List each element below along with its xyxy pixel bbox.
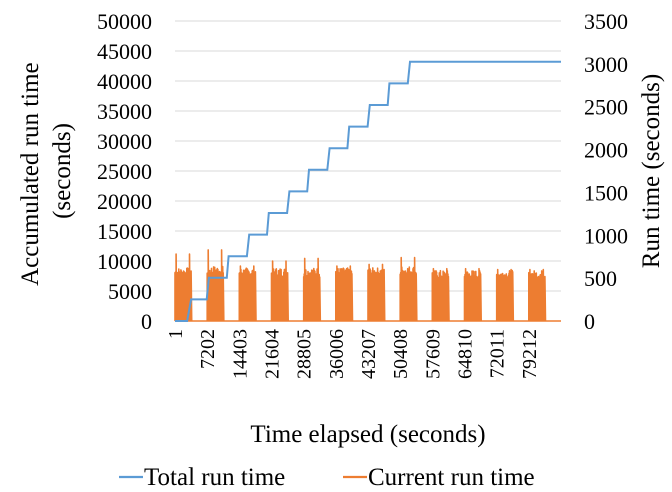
y-axis-right-title: Run time (seconds) xyxy=(638,74,665,268)
y-right-tick-label: 3500 xyxy=(584,9,628,34)
y-left-tick-label: 30000 xyxy=(97,129,152,154)
y-right-tick-label: 1000 xyxy=(584,223,628,248)
y-right-tick-label: 2500 xyxy=(584,95,628,120)
x-tick-labels: 1 7202 14403 21604 28805 36006 43207 50408 57609… xyxy=(165,329,541,379)
x-tick-label: 43207 xyxy=(358,329,380,379)
y-left-tick-label: 10000 xyxy=(97,249,152,274)
legend-label-current: Current run time xyxy=(368,464,535,491)
y-left-tick-label: 20000 xyxy=(97,189,152,214)
y-left-tick-label: 25000 xyxy=(97,159,152,184)
x-tick-label: 14403 xyxy=(229,329,251,379)
y-right-tick-label: 2000 xyxy=(584,138,628,163)
y-right-tick-label: 0 xyxy=(584,309,595,334)
y-right-tick-label: 3000 xyxy=(584,52,628,77)
x-tick-label: 72011 xyxy=(487,329,509,378)
x-tick-label: 64810 xyxy=(455,329,477,379)
left-y-tick-labels: 0 5000 10000 15000 20000 25000 30000 35000 40000… xyxy=(97,9,152,334)
total-run-time-line xyxy=(175,60,561,322)
right-y-tick-labels: 0 500 1000 1500 2000 2500 3000 3500 xyxy=(584,9,628,334)
y-left-tick-label: 35000 xyxy=(97,99,152,124)
y-left-tick-label: 45000 xyxy=(97,39,152,64)
x-tick-label: 50408 xyxy=(390,329,412,379)
x-tick-label: 79212 xyxy=(519,329,541,379)
total-run-time-series xyxy=(175,60,561,322)
x-tick-label: 7202 xyxy=(197,329,219,369)
legend-label-total: Total run time xyxy=(144,464,285,491)
y-right-tick-label: 1500 xyxy=(584,180,628,205)
legend: Total run time Current run time xyxy=(119,464,535,491)
y-left-tick-label: 15000 xyxy=(97,219,152,244)
y-left-tick-label: 5000 xyxy=(108,279,152,304)
y-left-tick-label: 0 xyxy=(141,309,152,334)
x-tick-label: 28805 xyxy=(294,329,316,379)
y-right-tick-label: 500 xyxy=(584,266,617,291)
x-tick-label: 36006 xyxy=(326,329,348,379)
x-tick-label: 21604 xyxy=(262,329,284,379)
x-tick-label: 1 xyxy=(165,329,187,339)
y-left-tick-label: 40000 xyxy=(97,69,152,94)
x-axis-title: Time elapsed (seconds) xyxy=(250,421,485,448)
x-tick-label: 57609 xyxy=(422,329,444,379)
current-run-time-line xyxy=(174,249,561,322)
current-run-time-series xyxy=(174,249,561,322)
y-axis-left-title: Accumulated run time (seconds) xyxy=(17,56,76,286)
y-left-tick-label: 50000 xyxy=(97,9,152,34)
